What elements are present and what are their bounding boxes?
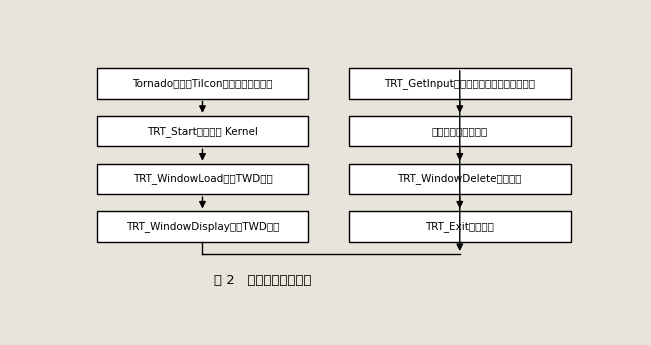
Bar: [96, 116, 309, 146]
Text: TRT_WindowLoad装载TWD文件: TRT_WindowLoad装载TWD文件: [133, 174, 272, 184]
Bar: [349, 116, 571, 146]
Text: TRT_GetInput循环等待事件并处理回调过程: TRT_GetInput循环等待事件并处理回调过程: [384, 78, 535, 89]
Text: TRT_WindowDisplay显示TWD文件: TRT_WindowDisplay显示TWD文件: [126, 221, 279, 232]
Text: TRT_Start函数启动 Kernel: TRT_Start函数启动 Kernel: [147, 126, 258, 137]
Text: TRT_WindowDelete清除窗口: TRT_WindowDelete清除窗口: [398, 174, 522, 184]
Bar: [349, 164, 571, 194]
Bar: [96, 68, 309, 99]
Text: TRT_Exit推出引擎: TRT_Exit推出引擎: [425, 221, 494, 232]
Bar: [349, 211, 571, 242]
Bar: [96, 211, 309, 242]
Bar: [349, 68, 571, 99]
Text: 具体用户事件的处理: 具体用户事件的处理: [432, 126, 488, 136]
Text: 图 2   嵌入式开发流程图: 图 2 嵌入式开发流程图: [214, 274, 312, 287]
Bar: [96, 164, 309, 194]
Text: Tornado环境下Tilcon图形库文件的加入: Tornado环境下Tilcon图形库文件的加入: [132, 78, 273, 88]
